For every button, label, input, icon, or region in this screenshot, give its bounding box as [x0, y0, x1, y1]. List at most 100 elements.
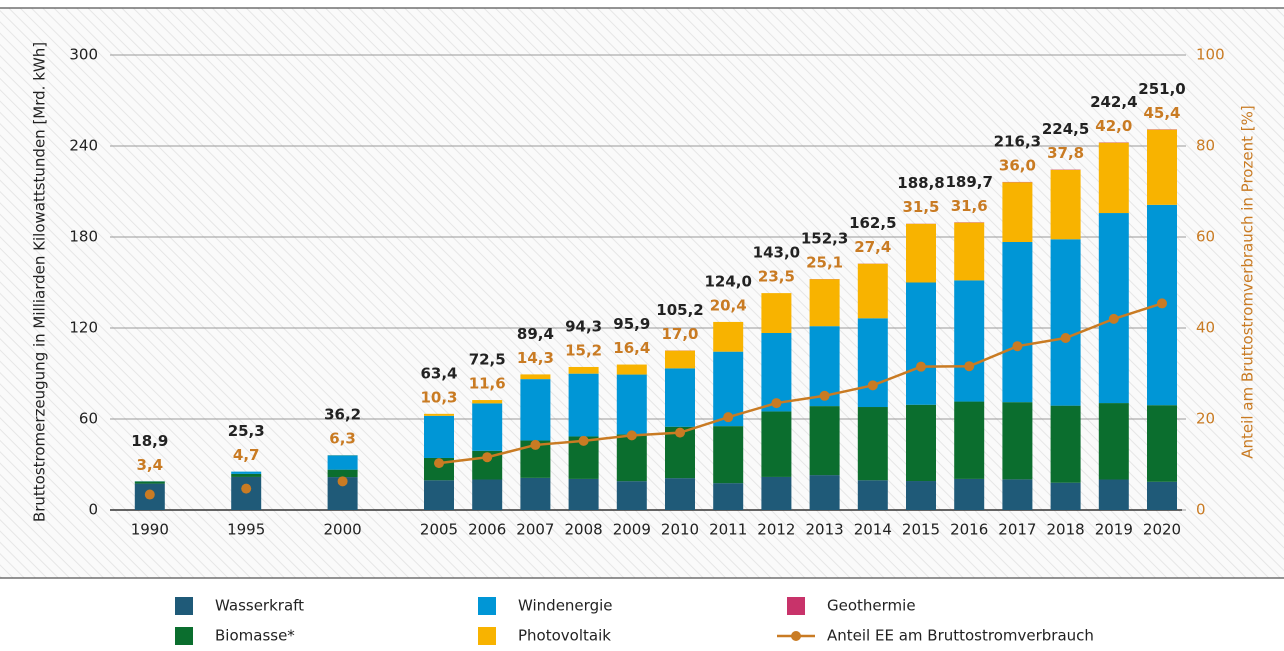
bar-segment	[713, 483, 744, 510]
bar-segment	[327, 455, 358, 470]
bar-segment	[665, 350, 695, 369]
line-value-label: 10,3	[420, 388, 457, 406]
bar-segment	[665, 368, 695, 427]
bar-segment	[1050, 169, 1081, 240]
line-value-label: 20,4	[710, 296, 747, 314]
total-label: 63,4	[420, 364, 457, 382]
bar-segment	[906, 481, 936, 510]
line-marker	[530, 439, 541, 450]
x-tick-label: 2000	[324, 521, 362, 539]
total-label: 143,0	[753, 244, 800, 262]
legend-swatch	[175, 627, 193, 645]
legend-marker	[791, 631, 801, 641]
total-label: 242,4	[1090, 93, 1137, 111]
bar-segment	[1147, 405, 1177, 482]
bar-segment	[906, 282, 936, 405]
y-tick-label: 180	[69, 228, 98, 246]
legend-label: Wasserkraft	[215, 597, 304, 615]
x-tick-label: 2011	[709, 521, 747, 539]
total-label: 162,5	[849, 214, 896, 232]
bar-segment	[1050, 482, 1081, 510]
bar-segment	[665, 478, 695, 510]
bar-segment	[1002, 182, 1033, 243]
line-value-label: 17,0	[661, 325, 698, 343]
bar-segment	[713, 321, 744, 352]
y-tick-label: 120	[69, 319, 98, 337]
line-marker	[434, 458, 444, 469]
line-value-label: 15,2	[565, 341, 602, 359]
y-tick-label: 60	[79, 410, 98, 428]
bar-segment	[616, 481, 647, 510]
bar-segment	[954, 222, 985, 281]
line-value-label: 23,5	[758, 268, 795, 286]
legend-swatch	[175, 597, 193, 615]
line-marker	[675, 427, 685, 438]
bar-segment	[1050, 239, 1081, 406]
legend-swatch	[478, 627, 496, 645]
bar-segment	[424, 415, 454, 458]
bar-segment	[231, 473, 262, 477]
x-tick-label: 1990	[131, 521, 169, 539]
line-value-label: 11,6	[469, 375, 506, 393]
line-marker	[578, 435, 589, 446]
bar-segment	[761, 476, 792, 510]
bar-segment	[134, 481, 165, 484]
line-marker	[1157, 298, 1167, 309]
bar-segment	[857, 263, 888, 319]
bar-segment	[520, 477, 551, 510]
bar-segment	[568, 478, 599, 510]
line-value-label: 31,5	[902, 198, 939, 216]
x-tick-label: 2019	[1095, 521, 1133, 539]
x-tick-label: 2016	[950, 521, 988, 539]
bar-segment	[1098, 142, 1129, 214]
bar-segment	[472, 479, 503, 510]
line-value-label: 3,4	[137, 456, 164, 474]
legend-swatch	[787, 597, 805, 615]
bar-segment	[857, 407, 888, 481]
bar-segment	[520, 374, 551, 380]
y-tick-label: 0	[88, 501, 98, 519]
bar-segment	[954, 478, 985, 510]
line-value-label: 45,4	[1143, 104, 1180, 122]
line-marker	[482, 452, 493, 463]
legend-label: Geothermie	[827, 597, 916, 615]
x-tick-label: 2005	[420, 521, 458, 539]
bar-segment	[954, 401, 985, 479]
legend-swatch	[478, 597, 496, 615]
total-label: 189,7	[945, 173, 992, 191]
line-marker	[771, 398, 782, 409]
bar-segment	[472, 403, 503, 451]
total-label: 95,9	[613, 315, 650, 333]
bar-segment	[520, 379, 551, 441]
total-label: 152,3	[801, 230, 848, 248]
line-value-label: 6,3	[329, 430, 356, 448]
total-label: 216,3	[994, 132, 1041, 150]
line-value-label: 14,3	[517, 349, 554, 367]
total-label: 89,4	[517, 325, 554, 343]
y2-tick-label: 80	[1196, 137, 1215, 155]
legend-label: Biomasse*	[215, 627, 295, 645]
line-marker	[337, 476, 348, 487]
bar-segment	[954, 280, 985, 402]
bar-segment	[568, 373, 599, 437]
y-tick-label: 240	[69, 137, 98, 155]
y2-tick-label: 100	[1196, 46, 1225, 64]
line-value-label: 31,6	[951, 197, 988, 215]
y-axis-title: Bruttostromerzeugung in Milliarden Kilow…	[31, 42, 49, 522]
bar-segment	[327, 469, 358, 478]
x-tick-label: 2015	[902, 521, 940, 539]
line-marker	[723, 412, 734, 423]
line-marker	[1012, 341, 1023, 352]
bar-segment	[1098, 213, 1129, 404]
line-marker	[1060, 333, 1071, 344]
total-label: 72,5	[469, 351, 506, 369]
total-label: 188,8	[897, 174, 944, 192]
total-label: 251,0	[1138, 80, 1185, 98]
line-marker	[916, 361, 926, 372]
line-value-label: 36,0	[999, 156, 1036, 174]
bar-segment	[809, 475, 840, 510]
total-label: 36,2	[324, 406, 361, 424]
bar-segment	[616, 364, 647, 375]
x-tick-label: 2013	[806, 521, 844, 539]
